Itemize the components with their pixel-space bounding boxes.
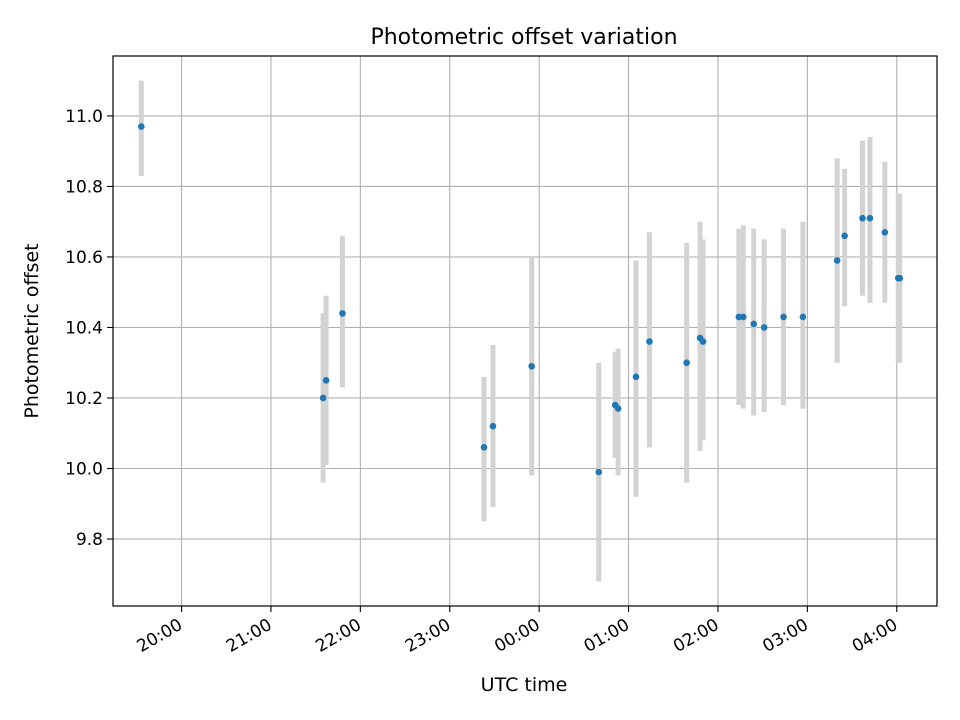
y-tick-label: 10.0	[65, 460, 103, 480]
x-tick-label: 22:00	[312, 615, 364, 657]
data-point	[683, 359, 690, 367]
data-point	[866, 214, 874, 222]
data-point	[841, 232, 848, 240]
data-point	[739, 313, 747, 321]
plot-frame	[112, 55, 938, 607]
x-axis-ticks: 20:00 21:00 22:00 23:00 00:00 01:00 02:00 03:00…	[134, 606, 901, 657]
y-axis-label: Photometric offset	[21, 243, 43, 418]
data-point	[699, 338, 707, 345]
x-tick-label: 04:00	[849, 615, 901, 657]
data-point	[595, 468, 603, 476]
y-tick-label: 10.2	[65, 389, 103, 409]
data-point	[319, 394, 327, 402]
x-tick-label: 23:00	[402, 615, 454, 657]
y-tick-label: 10.8	[65, 177, 103, 197]
data-point	[859, 214, 866, 222]
data-point	[528, 362, 536, 370]
y-axis-ticks: 9.8 10.0 10.2 10.4 10.6 10.8 11.0	[65, 107, 113, 550]
data-point	[646, 338, 653, 345]
grid-lines	[113, 56, 937, 606]
x-axis-label: UTC time	[481, 674, 568, 696]
data-points	[138, 123, 904, 476]
data-point	[480, 444, 488, 451]
data-point	[339, 310, 346, 317]
data-point	[489, 422, 497, 430]
x-tick-label: 01:00	[581, 615, 633, 657]
x-tick-label: 21:00	[223, 615, 275, 657]
y-tick-label: 10.6	[65, 248, 103, 268]
data-point	[322, 377, 330, 384]
y-tick-label: 10.4	[65, 318, 103, 338]
data-point	[780, 313, 787, 321]
y-tick-label: 11.0	[65, 107, 103, 127]
error-bars	[138, 80, 903, 582]
data-point	[632, 373, 640, 381]
x-tick-label: 00:00	[491, 615, 543, 657]
data-point	[138, 123, 145, 130]
data-point	[896, 274, 904, 282]
x-tick-label: 03:00	[759, 615, 811, 657]
data-point	[799, 313, 807, 321]
y-tick-label: 9.8	[76, 530, 103, 550]
x-tick-label: 02:00	[670, 615, 722, 657]
data-point	[760, 324, 768, 331]
data-point	[614, 405, 622, 412]
data-point	[881, 228, 889, 236]
chart-title: Photometric offset variation	[370, 25, 677, 50]
x-tick-label: 20:00	[134, 615, 186, 657]
data-point	[833, 257, 841, 264]
data-point	[750, 320, 758, 328]
